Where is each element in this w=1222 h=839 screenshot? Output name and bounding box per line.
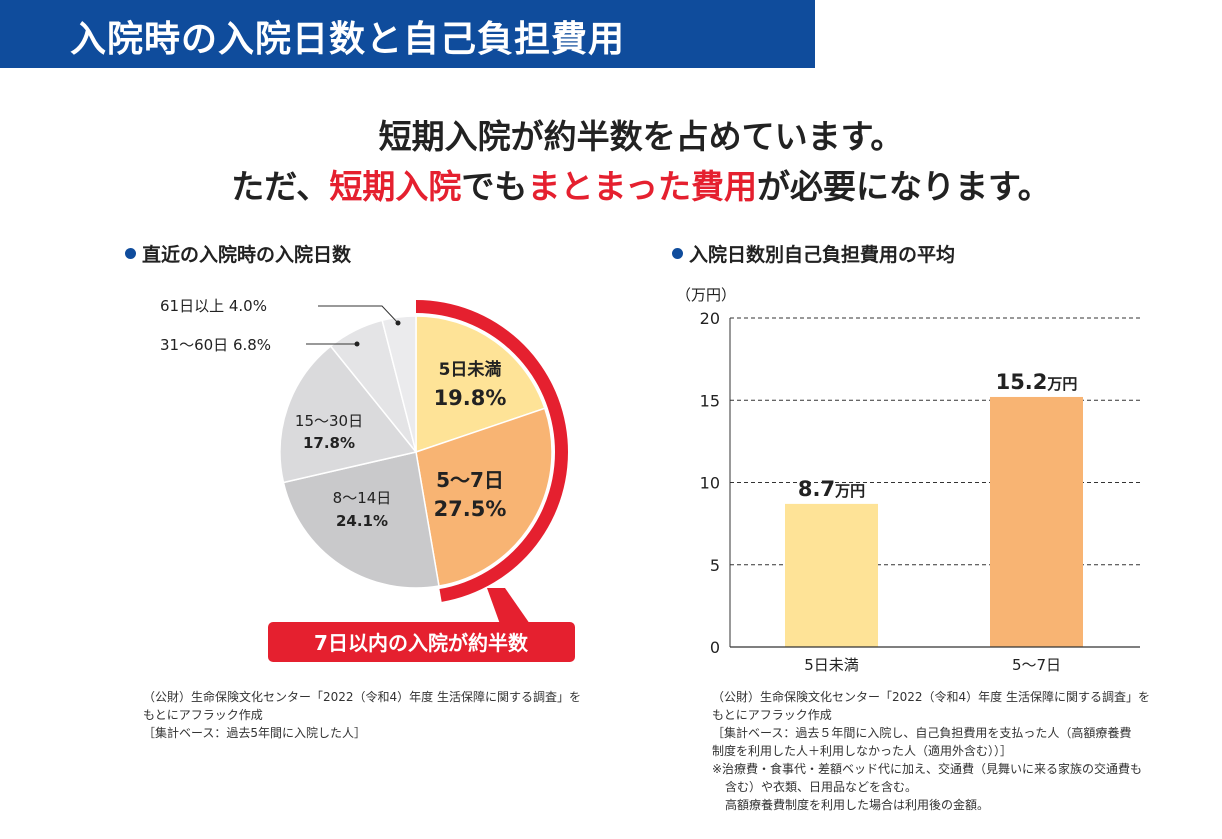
- slice-label: 15〜30日: [295, 412, 363, 430]
- note-line: （公財）生命保険文化センター「2022（令和4）年度 生活保障に関する調査」を: [712, 690, 1150, 704]
- bar-value-label: 15.2万円: [996, 370, 1078, 394]
- lead-part: ただ、: [231, 167, 330, 206]
- leader-line: [318, 305, 399, 324]
- page-title: 入院時の入院日数と自己負担費用: [70, 19, 626, 60]
- note-line: ※治療費・食事代・差額ベッド代に加え、交通費（見舞いに来る家族の交通費も: [712, 762, 1143, 776]
- lead-emphasis: まとまった費用: [527, 167, 757, 206]
- pie-title-text: 直近の入院時の入院日数: [142, 244, 352, 266]
- bar-value-label: 8.7万円: [798, 477, 865, 501]
- note-line: （公財）生命保険文化センター「2022（令和4）年度 生活保障に関する調査」を: [143, 690, 581, 704]
- bullet-icon: [125, 248, 136, 259]
- x-tick-label: 5〜7日: [1012, 656, 1061, 674]
- header-bar: 入院時の入院日数と自己負担費用: [0, 0, 815, 68]
- callout-text: 7日以内の入院が約半数: [314, 631, 529, 655]
- note-line: もとにアフラック作成: [712, 708, 832, 722]
- y-tick-label: 0: [710, 638, 720, 657]
- pie-slice: [279, 345, 418, 484]
- bullet-icon: [672, 248, 683, 259]
- bar-value-unit: 万円: [834, 482, 865, 500]
- note-line: 制度を利用した人＋利用しなかった人（適用外含む））］: [712, 744, 1013, 758]
- y-axis-unit: （万円）: [676, 286, 736, 304]
- leader-dot: [395, 320, 401, 326]
- bar: [990, 396, 1083, 647]
- y-tick-label: 15: [700, 391, 720, 410]
- pie-slice: [415, 315, 546, 454]
- bar-value-unit: 万円: [1046, 375, 1077, 393]
- lead-emphasis: 短期入院: [329, 167, 462, 206]
- slice-value-label: 19.8%: [434, 386, 507, 410]
- lead-part: が必要になります。: [757, 167, 1051, 206]
- pie-title: 直近の入院時の入院日数: [125, 240, 351, 267]
- slice-label: 8〜14日: [333, 489, 392, 507]
- note-line: もとにアフラック作成: [143, 708, 263, 722]
- slice-label-outer: 31〜60日 6.8%: [160, 336, 271, 354]
- callout-pointer: [487, 588, 530, 624]
- pie-slice: [381, 315, 417, 453]
- note-line: 含む）や衣類、日用品などを含む。: [725, 780, 918, 794]
- note-line: ［集計ベース：過去５年間に入院し、自己負担費用を支払った人（高額療養費: [712, 726, 1132, 740]
- bar-source-note: （公財）生命保険文化センター「2022（令和4）年度 生活保障に関する調査」を …: [712, 688, 1150, 814]
- callout-box: [268, 622, 575, 662]
- pie-slice: [415, 407, 553, 587]
- lead-part: でも: [461, 167, 528, 206]
- pie-source-note: （公財）生命保険文化センター「2022（令和4）年度 生活保障に関する調査」を …: [143, 688, 581, 742]
- y-tick-label: 20: [700, 309, 720, 328]
- note-line: 高額療養費制度を利用した場合は利用後の金額。: [725, 798, 990, 812]
- x-tick-label: 5日未満: [804, 656, 859, 674]
- slice-label-outer: 61日以上 4.0%: [160, 297, 267, 315]
- lead-line-1: 短期入院が約半数を占めています。: [378, 117, 904, 156]
- leader-dot: [354, 341, 360, 347]
- y-tick-label: 5: [710, 556, 720, 575]
- bar-title-text: 入院日数別自己負担費用の平均: [689, 244, 956, 266]
- y-tick-label: 10: [700, 474, 720, 493]
- slice-label: 5〜7日: [436, 468, 504, 492]
- bar: [785, 503, 878, 647]
- slice-value-label: 24.1%: [336, 512, 388, 530]
- pie-slice: [282, 451, 440, 589]
- note-line: ［集計ベース：過去5年間に入院した人］: [143, 726, 367, 740]
- lead-line-2: ただ、短期入院でもまとまった費用が必要になります。: [30, 160, 1222, 208]
- slice-value-label: 27.5%: [434, 497, 507, 521]
- slice-value-label: 17.8%: [303, 434, 355, 452]
- bar-title: 入院日数別自己負担費用の平均: [672, 240, 955, 267]
- slice-label: 5日未満: [439, 359, 502, 380]
